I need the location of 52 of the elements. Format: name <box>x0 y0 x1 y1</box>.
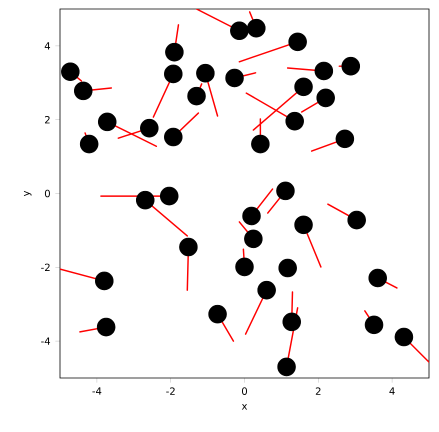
point <box>98 112 116 132</box>
point <box>251 134 270 154</box>
x-tick-label: 0 <box>242 387 248 395</box>
point <box>294 78 313 96</box>
point <box>294 216 313 234</box>
point <box>247 18 266 38</box>
point <box>285 112 304 130</box>
point <box>394 328 414 346</box>
x-axis-title: x <box>242 404 248 410</box>
point <box>187 86 206 106</box>
point <box>364 316 384 334</box>
point <box>61 62 80 81</box>
y-tick-label: 0 <box>44 190 50 198</box>
point <box>282 312 302 332</box>
point <box>80 134 98 154</box>
point <box>235 258 254 276</box>
point <box>196 64 215 82</box>
point <box>336 130 354 148</box>
point <box>225 68 244 88</box>
point <box>278 258 297 278</box>
point <box>95 272 114 290</box>
point <box>276 182 295 200</box>
point <box>160 186 178 206</box>
point <box>277 358 296 376</box>
point <box>244 230 263 248</box>
point <box>368 268 387 288</box>
point <box>257 280 276 300</box>
y-tick-label: -4 <box>41 337 50 345</box>
x-tick-label: 4 <box>389 387 395 395</box>
point <box>347 210 366 230</box>
x-tick-label: -2 <box>166 387 175 395</box>
y-tick-label: 4 <box>44 42 50 50</box>
x-tick-label: -4 <box>92 387 102 395</box>
point <box>164 64 183 84</box>
point <box>242 206 261 226</box>
point <box>74 82 93 100</box>
point <box>179 238 198 256</box>
point <box>230 22 249 40</box>
point <box>316 88 335 108</box>
point <box>314 62 334 80</box>
y-tick-label: 2 <box>44 116 50 124</box>
x-tick-label: 2 <box>316 387 320 395</box>
point <box>288 32 307 52</box>
point <box>136 190 155 210</box>
y-axis-title: y <box>24 190 32 196</box>
point <box>165 42 184 62</box>
y-tick-label: -2 <box>41 264 50 272</box>
point <box>342 56 360 76</box>
point <box>164 128 183 146</box>
point <box>96 318 116 336</box>
point <box>140 118 159 138</box>
point <box>208 304 227 324</box>
